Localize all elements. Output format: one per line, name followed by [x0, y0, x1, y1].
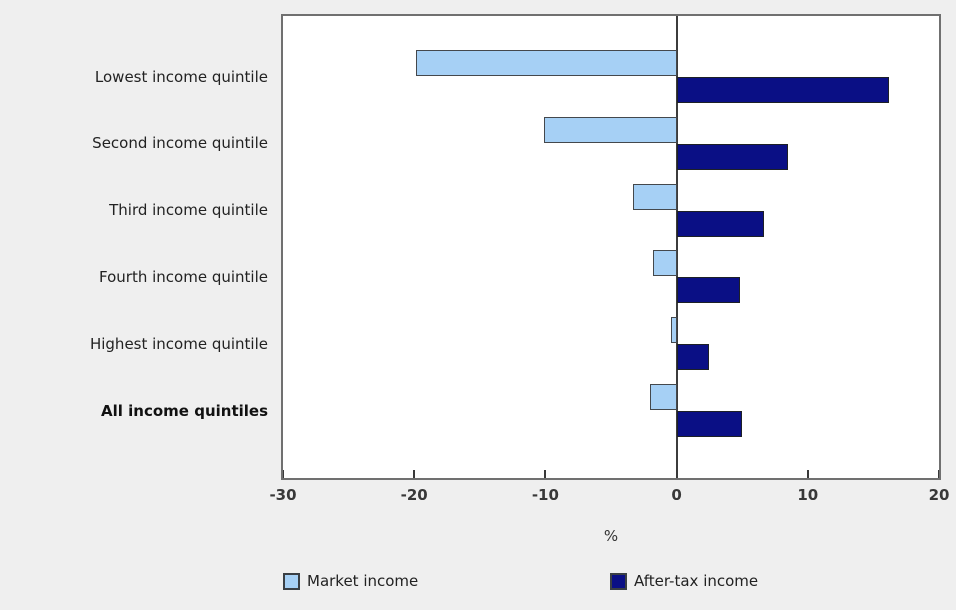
- x-tick-label: -20: [400, 486, 428, 504]
- category-axis: Lowest income quintile Second income quin…: [0, 16, 268, 478]
- bar-market-income: [652, 250, 677, 277]
- category-label: Highest income quintile: [89, 334, 268, 353]
- x-tick-mark: [675, 470, 678, 478]
- bar-market-income: [650, 384, 677, 410]
- plot-area: [281, 14, 941, 480]
- bar-market-income: [544, 116, 677, 143]
- x-axis-tick-labels: -30 -20 -10 0 10 20: [269, 486, 949, 506]
- x-axis-title: %: [603, 527, 619, 545]
- x-tick-mark: [283, 470, 284, 478]
- bar-market-income: [671, 317, 677, 344]
- bar-after-tax-income: [676, 143, 789, 170]
- category-label: Third income quintile: [109, 201, 268, 220]
- bar-market-income: [633, 183, 677, 210]
- legend: Market income After-tax income: [283, 569, 939, 593]
- legend-swatch-after-tax-income: [610, 572, 627, 590]
- bar-market-income: [415, 50, 677, 76]
- x-tick-label: 10: [797, 486, 819, 504]
- bar-after-tax-income: [676, 411, 743, 437]
- category-label: Second income quintile: [92, 134, 268, 153]
- x-tick-mark: [544, 470, 547, 478]
- bar-after-tax-income: [676, 277, 740, 304]
- bar-after-tax-income: [676, 210, 765, 237]
- legend-item-after-tax-income: After-tax income: [610, 569, 758, 593]
- x-tick-label: -10: [531, 486, 559, 504]
- x-tick-label: -30: [269, 486, 297, 504]
- x-tick-label: 0: [671, 486, 682, 504]
- x-tick-mark: [413, 470, 416, 478]
- zero-axis-line: [675, 16, 678, 478]
- x-tick-mark: [806, 470, 809, 478]
- bar-after-tax-income: [676, 77, 890, 103]
- legend-label-market-income: Market income: [307, 572, 419, 590]
- category-label: Lowest income quintile: [94, 67, 268, 86]
- legend-swatch-market-income: [283, 572, 300, 590]
- x-tick-mark: [938, 470, 939, 478]
- legend-label-after-tax-income: After-tax income: [634, 572, 759, 590]
- x-tick-label: 20: [928, 486, 950, 504]
- bar-after-tax-income: [676, 344, 710, 371]
- category-label: All income quintiles: [101, 401, 268, 420]
- category-label: Fourth income quintile: [99, 267, 268, 286]
- legend-item-market-income: Market income: [283, 569, 418, 593]
